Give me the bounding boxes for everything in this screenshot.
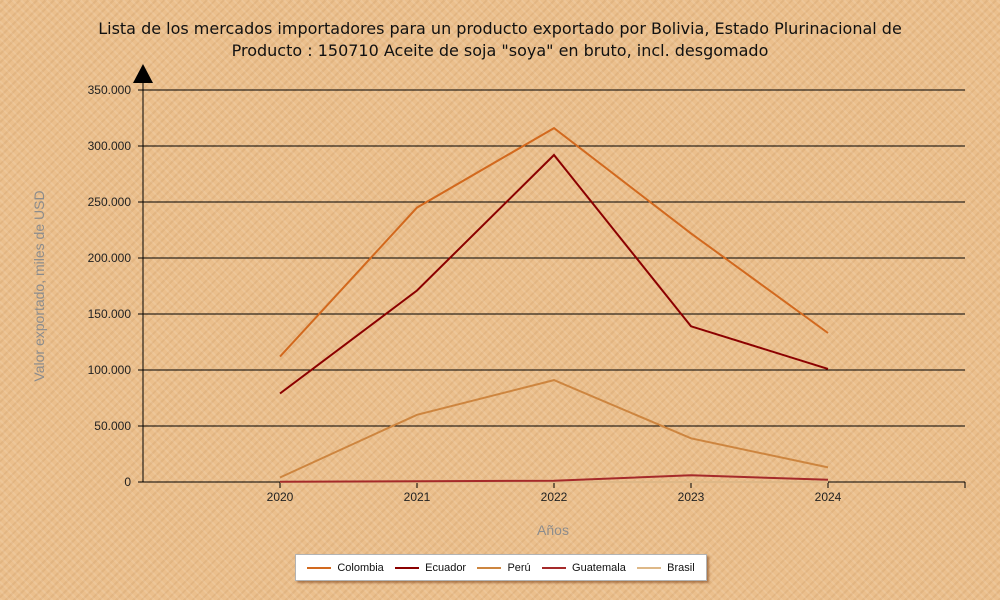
legend-swatch [395, 566, 420, 569]
chart-subtitle: Producto : 150710 Aceite de soja "soya" … [231, 41, 769, 60]
x-tick-label: 2022 [541, 490, 568, 504]
chart-title: Lista de los mercados importadores para … [98, 19, 902, 38]
y-tick-label: 50.000 [94, 419, 131, 433]
legend-label: Brasil [667, 561, 695, 574]
y-axis-arrow-icon [133, 64, 153, 83]
legend-swatch [542, 566, 567, 569]
series-line-guatemala [279, 474, 829, 483]
legend-item: Brasil [637, 562, 695, 574]
x-axis-title: Años [537, 522, 569, 538]
legend-swatch [637, 566, 662, 569]
legend-label: Guatemala [572, 561, 626, 574]
y-axis-title: Valor exportado, miles de USD [31, 190, 47, 381]
series-line-ecuador [279, 153, 829, 395]
chart-title-block: Lista de los mercados importadores para … [0, 18, 1000, 62]
y-tick-label: 100.000 [88, 363, 132, 377]
series-line-per- [279, 379, 829, 479]
x-tick-label: 2020 [267, 490, 294, 504]
legend-item: Perú [477, 561, 531, 574]
legend-item: Colombia [307, 561, 384, 574]
y-tick-label: 250.000 [88, 195, 132, 209]
legend-swatch [477, 566, 502, 569]
x-tick-label: 2021 [404, 490, 431, 504]
y-tick-label: 200.000 [88, 251, 132, 265]
x-tick-label: 2024 [815, 490, 842, 504]
y-tick-label: 300.000 [88, 139, 132, 153]
series-line-colombia [279, 126, 829, 358]
legend-item: Guatemala [542, 562, 626, 574]
y-tick-label: 150.000 [88, 307, 132, 321]
x-tick-label: 2023 [678, 490, 705, 504]
legend-label: Perú [507, 561, 531, 574]
y-tick-label: 350.000 [88, 83, 132, 97]
legend-label: Colombia [337, 561, 384, 574]
chart-legend: Colombia Ecuador Perú Guatemala Brasil [295, 554, 707, 581]
legend-item: Ecuador [395, 562, 466, 574]
legend-label: Ecuador [425, 561, 467, 574]
legend-swatch [307, 566, 332, 569]
y-tick-label: 0 [124, 475, 131, 489]
